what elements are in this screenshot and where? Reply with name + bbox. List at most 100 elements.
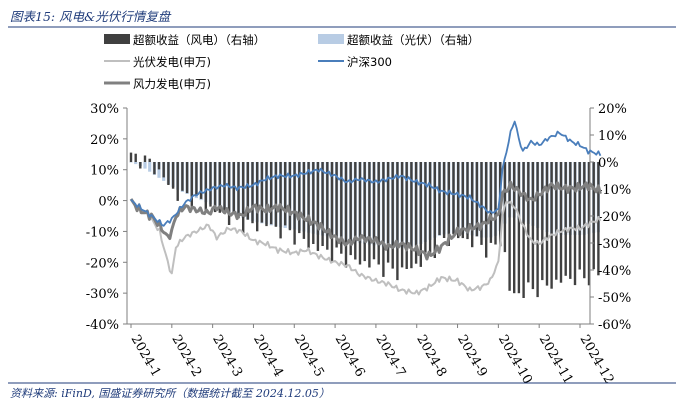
excess_wind-bar	[237, 162, 240, 219]
right-tick-label: 10%	[598, 129, 627, 144]
excess_wind-bar	[302, 162, 306, 239]
excess_wind-bar	[260, 162, 264, 223]
excess_wind-bar	[555, 162, 558, 280]
excess_wind-bar	[190, 162, 193, 209]
excess_wind-bar	[134, 153, 137, 162]
excess_wind-bar	[246, 162, 249, 220]
excess-wind-bars	[129, 152, 600, 298]
excess_wind-bar	[541, 162, 544, 281]
legend-label-wind_index: 风力发电(申万)	[133, 77, 211, 91]
excess_wind-bar	[452, 162, 455, 235]
x-tick-label: 2024-8	[413, 333, 449, 380]
excess_wind-bar	[508, 162, 511, 291]
excess_wind-bar	[185, 162, 189, 194]
excess_wind-bar	[396, 162, 399, 281]
excess_wind-bar	[143, 155, 147, 162]
excess_pv-bar	[148, 162, 152, 172]
excess_wind-bar	[139, 162, 142, 169]
axes: 30% 20% 10% 0% -10% -20% -30% -40% 20% 10% 0% -10% -…	[86, 102, 632, 387]
chart-title: 图表15: 风电&光伏行情复盘	[10, 9, 172, 24]
legend-item-wind_index: 风力发电(申万)	[104, 77, 211, 91]
excess_wind-bar	[428, 162, 432, 254]
excess_wind-bar	[129, 152, 133, 162]
right-tick-label: 20%	[598, 102, 627, 117]
excess_wind-bar	[550, 162, 553, 289]
right-tick-label: -10%	[598, 183, 631, 198]
excess_wind-bar	[569, 162, 572, 279]
excess_wind-bar	[232, 162, 235, 215]
excess_wind-bar	[475, 162, 479, 237]
series-lines	[129, 120, 602, 296]
excess_wind-bar	[335, 162, 338, 248]
excess_pv-bar	[157, 162, 161, 178]
excess_wind-bar	[536, 162, 539, 298]
excess_wind-bar	[209, 162, 212, 207]
right-tick-label: -20%	[598, 210, 631, 225]
excess_wind-bar	[274, 162, 278, 227]
excess_wind-bar	[363, 162, 366, 262]
legend-label-excess_wind: 超额收益（风电）（右轴）	[133, 33, 265, 47]
excess_wind-bar	[199, 162, 203, 199]
excess_wind-bar	[171, 162, 175, 189]
excess_wind-bar	[377, 162, 380, 265]
excess_wind-bar	[279, 162, 282, 239]
excess_wind-bar	[167, 162, 170, 185]
legend-item-csi300: 沪深300	[318, 55, 392, 69]
left-tick-label: 10%	[90, 164, 119, 179]
excess_wind-bar	[583, 162, 586, 279]
excess_wind-bar	[545, 162, 549, 286]
csi300-line	[130, 120, 602, 227]
right-tick-label: 0%	[598, 156, 619, 171]
excess_wind-bar	[157, 162, 161, 170]
excess_wind-bar	[442, 162, 446, 238]
excess_wind-bar	[405, 162, 408, 269]
excess_wind-bar	[471, 162, 474, 248]
legend-label-excess_pv: 超额收益（光伏）（右轴）	[347, 33, 479, 47]
excess_wind-bar	[176, 162, 179, 201]
left-tick-label: -10%	[86, 225, 119, 240]
excess_wind-bar	[419, 162, 422, 267]
excess_wind-bar	[489, 162, 493, 243]
excess_wind-bar	[242, 162, 245, 234]
legend-swatch-excess_wind	[104, 34, 130, 44]
pv_index-line	[130, 198, 602, 296]
x-tick-label: 2024-1	[128, 333, 164, 380]
excess_wind-bar	[424, 162, 427, 253]
excess_wind-bar	[162, 162, 165, 178]
excess_wind-bar	[288, 162, 292, 231]
x-tick-label: 2024-4	[250, 333, 286, 380]
excess_wind-bar	[270, 162, 273, 225]
legend-item-excess_pv: 超额收益（光伏）（右轴）	[318, 33, 479, 47]
excess_wind-bar	[414, 162, 418, 264]
excess_wind-bar	[223, 162, 226, 214]
legend: 超额收益（风电）（右轴） 超额收益（光伏）（右轴） 光伏发电(申万) 沪深300 风力发…	[104, 33, 479, 91]
excess_wind-bar	[466, 162, 469, 240]
excess_wind-bar	[298, 162, 301, 234]
excess_wind-bar	[578, 162, 581, 270]
excess_wind-bar	[284, 162, 287, 226]
source-note: 资料来源: iFinD, 国盛证券研究所（数据统计截至 2024.12.05）	[10, 387, 330, 400]
x-tick-label: 2024-2	[168, 333, 204, 380]
excess_wind-bar	[447, 162, 450, 246]
excess_wind-bar	[527, 162, 530, 283]
excess_wind-bar	[354, 162, 357, 260]
excess_wind-bar	[438, 162, 441, 236]
excess_wind-bar	[218, 162, 221, 213]
x-tick-label: 2024-10	[495, 333, 535, 387]
excess_wind-bar	[227, 162, 231, 225]
excess_pv-bar	[129, 162, 133, 163]
excess_wind-bar	[181, 162, 184, 191]
excess_wind-bar	[433, 162, 436, 258]
excess_wind-bar	[307, 162, 310, 248]
left-tick-label: 20%	[90, 133, 119, 148]
excess_wind-bar	[368, 162, 371, 268]
excess_wind-bar	[153, 162, 156, 175]
excess_wind-bar	[204, 162, 207, 213]
excess_wind-bar	[330, 162, 334, 262]
excess_wind-bar	[316, 162, 320, 251]
left-tick-label: 30%	[90, 102, 119, 117]
excess_wind-bar	[358, 162, 362, 265]
excess_wind-bar	[400, 162, 404, 268]
x-tick-label: 2024-6	[332, 333, 368, 380]
